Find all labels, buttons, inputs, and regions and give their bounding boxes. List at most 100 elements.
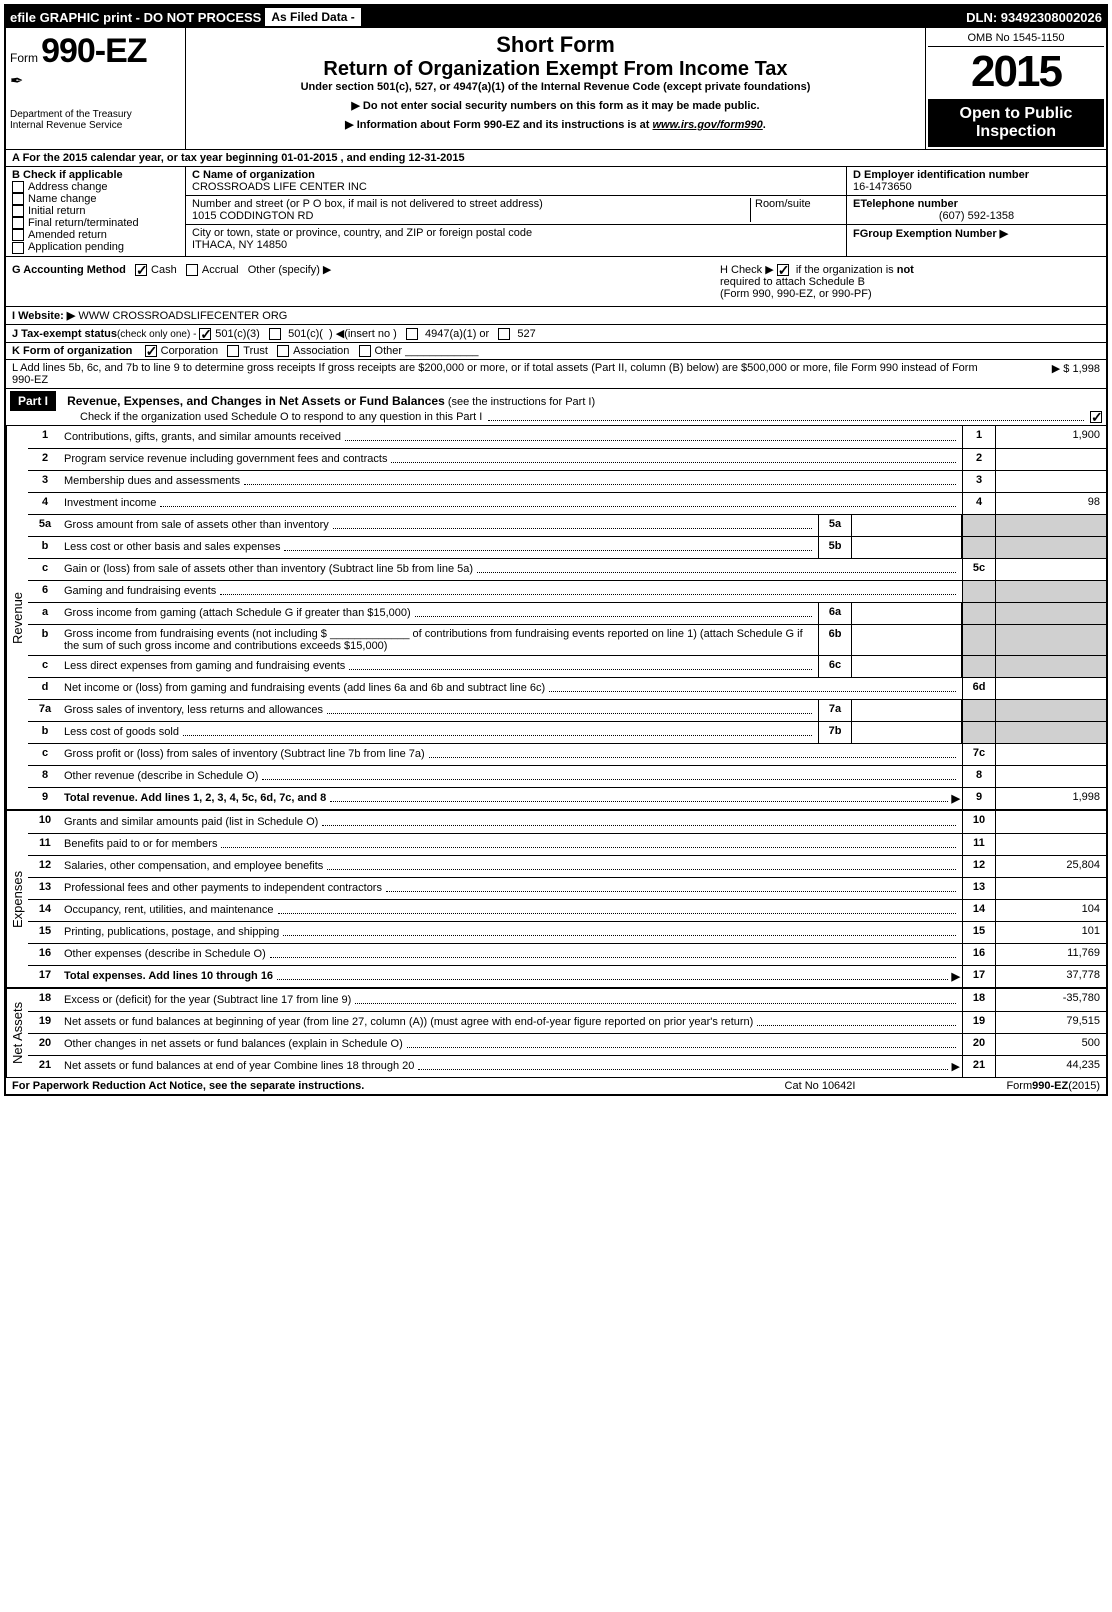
open-public: Open to Public Inspection [928,99,1104,147]
line-desc: Gross income from gaming (attach Schedul… [62,603,818,624]
line-desc: Membership dues and assessments [62,471,962,492]
chk-h[interactable] [777,264,789,276]
line-desc: Grants and similar amounts paid (list in… [62,811,962,833]
chk-pending[interactable] [12,242,24,254]
h-text2: if the organization is [796,264,897,276]
chk-501c[interactable] [269,328,281,340]
note2-link[interactable]: www.irs.gov/form990 [653,119,763,131]
line-end-amt [996,471,1106,492]
line-end-amt [996,559,1106,580]
lbl-other-method: Other (specify) ▶ [248,264,332,276]
line-num: 4 [28,493,62,514]
line-c: cLess direct expenses from gaming and fu… [28,655,1106,677]
line-num: b [28,537,62,558]
chk-cash[interactable] [135,264,147,276]
k-label: K Form of organization [12,345,132,357]
chk-assoc[interactable] [277,345,289,357]
chk-other-org[interactable] [359,345,371,357]
lbl-name: Name change [28,193,97,205]
row-k: K Form of organization Corporation Trust… [6,343,1106,360]
line-num: 11 [28,834,62,855]
line-desc: Other changes in net assets or fund bala… [62,1034,962,1055]
line-desc: Gross profit or (loss) from sales of inv… [62,744,962,765]
line-desc: Occupancy, rent, utilities, and maintena… [62,900,962,921]
line-num: 3 [28,471,62,492]
line-mid-num: 5a [818,515,852,536]
line-c: cGross profit or (loss) from sales of in… [28,743,1106,765]
lbl-final: Final return/terminated [28,217,139,229]
line-c: cGain or (loss) from sale of assets othe… [28,558,1106,580]
line-end-amt [996,878,1106,899]
line-end-amt: 79,515 [996,1012,1106,1033]
line-mid-num: 6c [818,656,852,677]
line-mid-amt [852,700,962,721]
chk-527[interactable] [498,328,510,340]
topbar: efile GRAPHIC print - DO NOT PROCESS As … [6,6,1106,28]
h-text3: required to attach Schedule B [720,276,865,288]
box-def: D Employer identification number 16-1473… [846,167,1106,256]
form-number: 990-EZ [41,32,147,70]
chk-501c3[interactable] [199,328,211,340]
line-a: aGross income from gaming (attach Schedu… [28,602,1106,624]
f-grp-label: FGroup Exemption Number ▶ [853,228,1008,240]
box-b: B Check if applicable Address change Nam… [6,167,186,256]
side-netassets: Net Assets [6,989,28,1077]
expenses-section: Expenses 10Grants and similar amounts pa… [6,809,1106,987]
line-desc: Net income or (loss) from gaming and fun… [62,678,962,699]
line-6: 6Gaming and fundraising events [28,580,1106,602]
website: WWW CROSSROADSLIFECENTER ORG [78,310,287,322]
line-desc: Gaming and fundraising events [62,581,962,602]
d-ein-label: D Employer identification number [853,169,1029,181]
line-end-num: 5c [962,559,996,580]
dept1: Department of the Treasury [10,109,181,120]
line-7a: 7aGross sales of inventory, less returns… [28,699,1106,721]
part1-label: Part I [10,391,56,411]
line-end-num-grey [962,700,996,721]
line-desc: Gross income from fundraising events (no… [62,625,818,655]
lbl-assoc: Association [293,345,349,357]
chk-accrual[interactable] [186,264,198,276]
line-desc: Printing, publications, postage, and shi… [62,922,962,943]
line-num: d [28,678,62,699]
chk-final[interactable] [12,217,24,229]
line-end-amt [996,449,1106,470]
org-name: CROSSROADS LIFE CENTER INC [192,181,367,193]
room-label: Room/suite [750,198,840,222]
open2: Inspection [932,123,1100,141]
revenue-section: Revenue 1Contributions, gifts, grants, a… [6,426,1106,809]
line-2: 2Program service revenue including gover… [28,448,1106,470]
line-num: 9 [28,788,62,809]
line-end-amt: 500 [996,1034,1106,1055]
lbl-trust: Trust [243,345,268,357]
line-end-num: 18 [962,989,996,1011]
g-label: G Accounting Method [12,264,126,276]
chk-name[interactable] [12,193,24,205]
open1: Open to Public [932,105,1100,123]
ein: 16-1473650 [853,181,912,193]
row-h: H Check ▶ if the organization is not req… [720,263,1100,300]
chk-schedule-o[interactable] [1090,411,1102,423]
lbl-amended: Amended return [28,229,107,241]
line-num: 7a [28,700,62,721]
line-17: 17Total expenses. Add lines 10 through 1… [28,965,1106,987]
line-20: 20Other changes in net assets or fund ba… [28,1033,1106,1055]
line-end-num: 8 [962,766,996,787]
line-mid-amt [852,537,962,558]
line-end-num-grey [962,625,996,655]
line-end-amt-grey [996,603,1106,624]
line-desc: Gross sales of inventory, less returns a… [62,700,818,721]
chk-address[interactable] [12,181,24,193]
chk-initial[interactable] [12,205,24,217]
line-desc: Program service revenue including govern… [62,449,962,470]
chk-trust[interactable] [227,345,239,357]
line-12: 12Salaries, other compensation, and empl… [28,855,1106,877]
chk-amended[interactable] [12,229,24,241]
line-8: 8Other revenue (describe in Schedule O)8 [28,765,1106,787]
chk-corp[interactable] [145,345,157,357]
row-j: J Tax-exempt status(check only one) - 50… [6,325,1106,343]
line-desc: Investment income [62,493,962,514]
line-end-amt: 1,900 [996,426,1106,448]
line-mid-amt [852,515,962,536]
chk-4947[interactable] [406,328,418,340]
line-end-num: 15 [962,922,996,943]
